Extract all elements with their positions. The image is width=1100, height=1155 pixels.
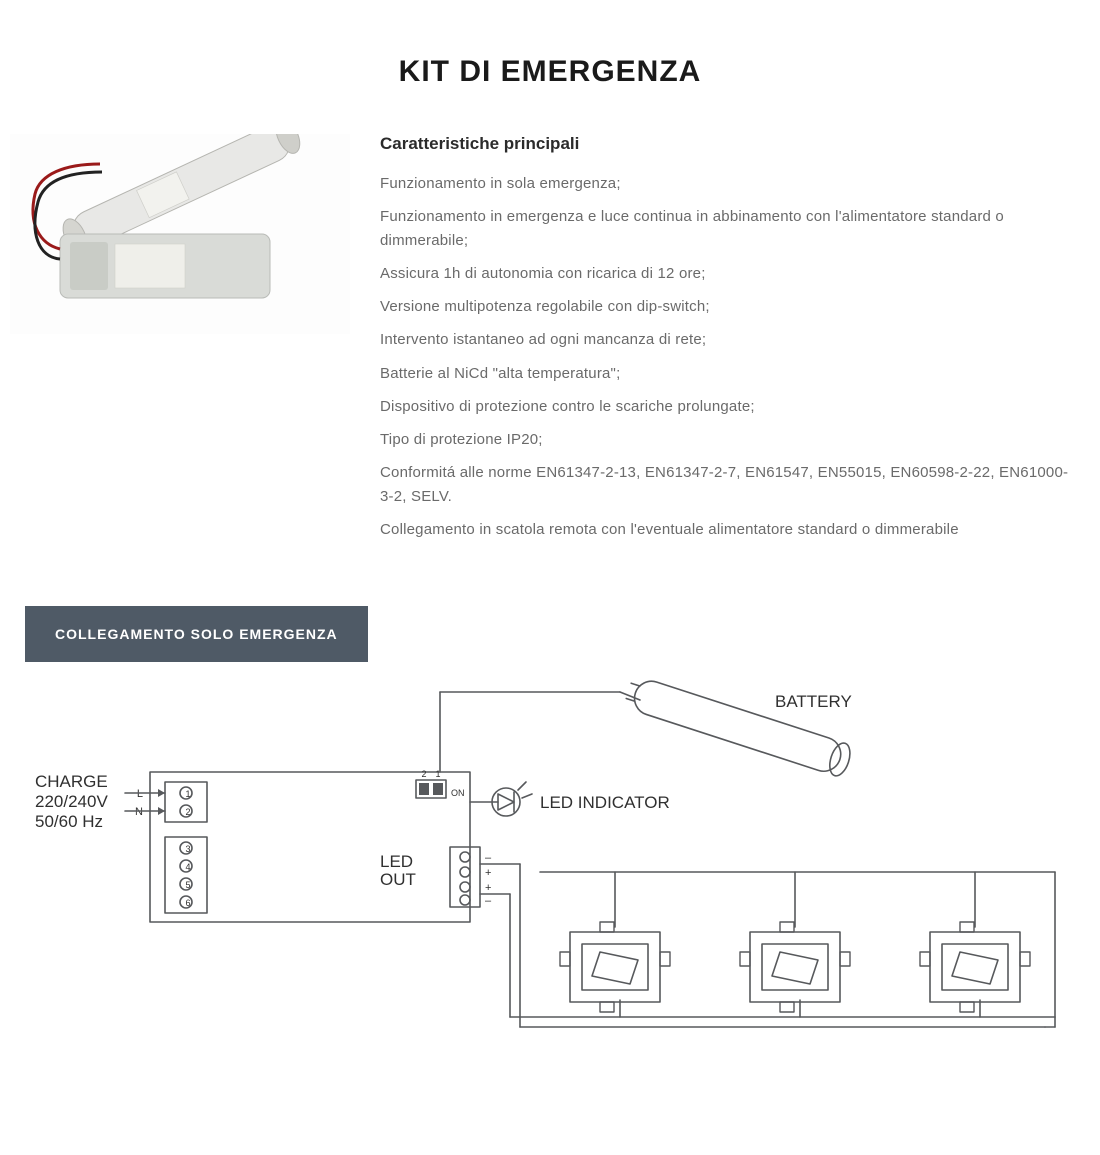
- terminal-3: 3: [185, 844, 190, 854]
- features-heading: Caratteristiche principali: [380, 134, 1080, 154]
- dip-2: 2: [421, 769, 426, 779]
- terminal-minus-top: –: [485, 852, 492, 864]
- feature-item: Batterie al NiCd "alta temperatura";: [380, 362, 1080, 385]
- wiring-diagram: 1 2 3 4 5 6 L N CHARGE 220/240V 50/60 Hz…: [20, 672, 1080, 1052]
- feature-item: Collegamento in scatola remota con l'eve…: [380, 518, 1080, 541]
- label-L: L: [137, 788, 143, 800]
- feature-item: Funzionamento in sola emergenza;: [380, 172, 1080, 195]
- product-photo: [10, 134, 350, 334]
- feature-item: Versione multipotenza regolabile con dip…: [380, 295, 1080, 318]
- feature-item: Funzionamento in emergenza e luce contin…: [380, 205, 1080, 252]
- fixture-1: [560, 922, 670, 1012]
- label-led-out1: LED: [380, 852, 413, 871]
- terminal-2: 2: [185, 807, 190, 817]
- fixture-2: [740, 922, 850, 1012]
- feature-item: Intervento istantaneo ad ogni mancanza d…: [380, 328, 1080, 351]
- label-charge3: 50/60 Hz: [35, 812, 103, 831]
- terminal-plus2: +: [485, 882, 491, 894]
- terminal-4: 4: [185, 862, 190, 872]
- fixture-3: [920, 922, 1030, 1012]
- features-list: Funzionamento in sola emergenza; Funzion…: [380, 172, 1080, 541]
- terminal-6: 6: [185, 898, 190, 908]
- terminal-5: 5: [185, 880, 190, 890]
- terminal-1: 1: [185, 789, 190, 799]
- feature-item: Tipo di protezione IP20;: [380, 428, 1080, 451]
- dip-on: ON: [451, 788, 465, 798]
- terminal-minus-bot: –: [485, 895, 492, 907]
- label-charge1: CHARGE: [35, 772, 108, 791]
- label-battery: BATTERY: [775, 692, 852, 711]
- feature-item: Dispositivo di protezione contro le scar…: [380, 395, 1080, 418]
- terminal-plus1: +: [485, 867, 491, 879]
- diagram-banner: COLLEGAMENTO SOLO EMERGENZA: [25, 606, 368, 662]
- page-title: KIT DI EMERGENZA: [0, 55, 1100, 89]
- top-section: Caratteristiche principali Funzionamento…: [0, 134, 1100, 551]
- feature-item: Conformitá alle norme EN61347-2-13, EN61…: [380, 461, 1080, 508]
- features-block: Caratteristiche principali Funzionamento…: [380, 134, 1080, 551]
- feature-item: Assicura 1h di autonomia con ricarica di…: [380, 262, 1080, 285]
- label-N: N: [135, 806, 143, 818]
- label-charge2: 220/240V: [35, 792, 108, 811]
- label-led-out2: OUT: [380, 870, 416, 889]
- label-led-indicator: LED INDICATOR: [540, 793, 670, 812]
